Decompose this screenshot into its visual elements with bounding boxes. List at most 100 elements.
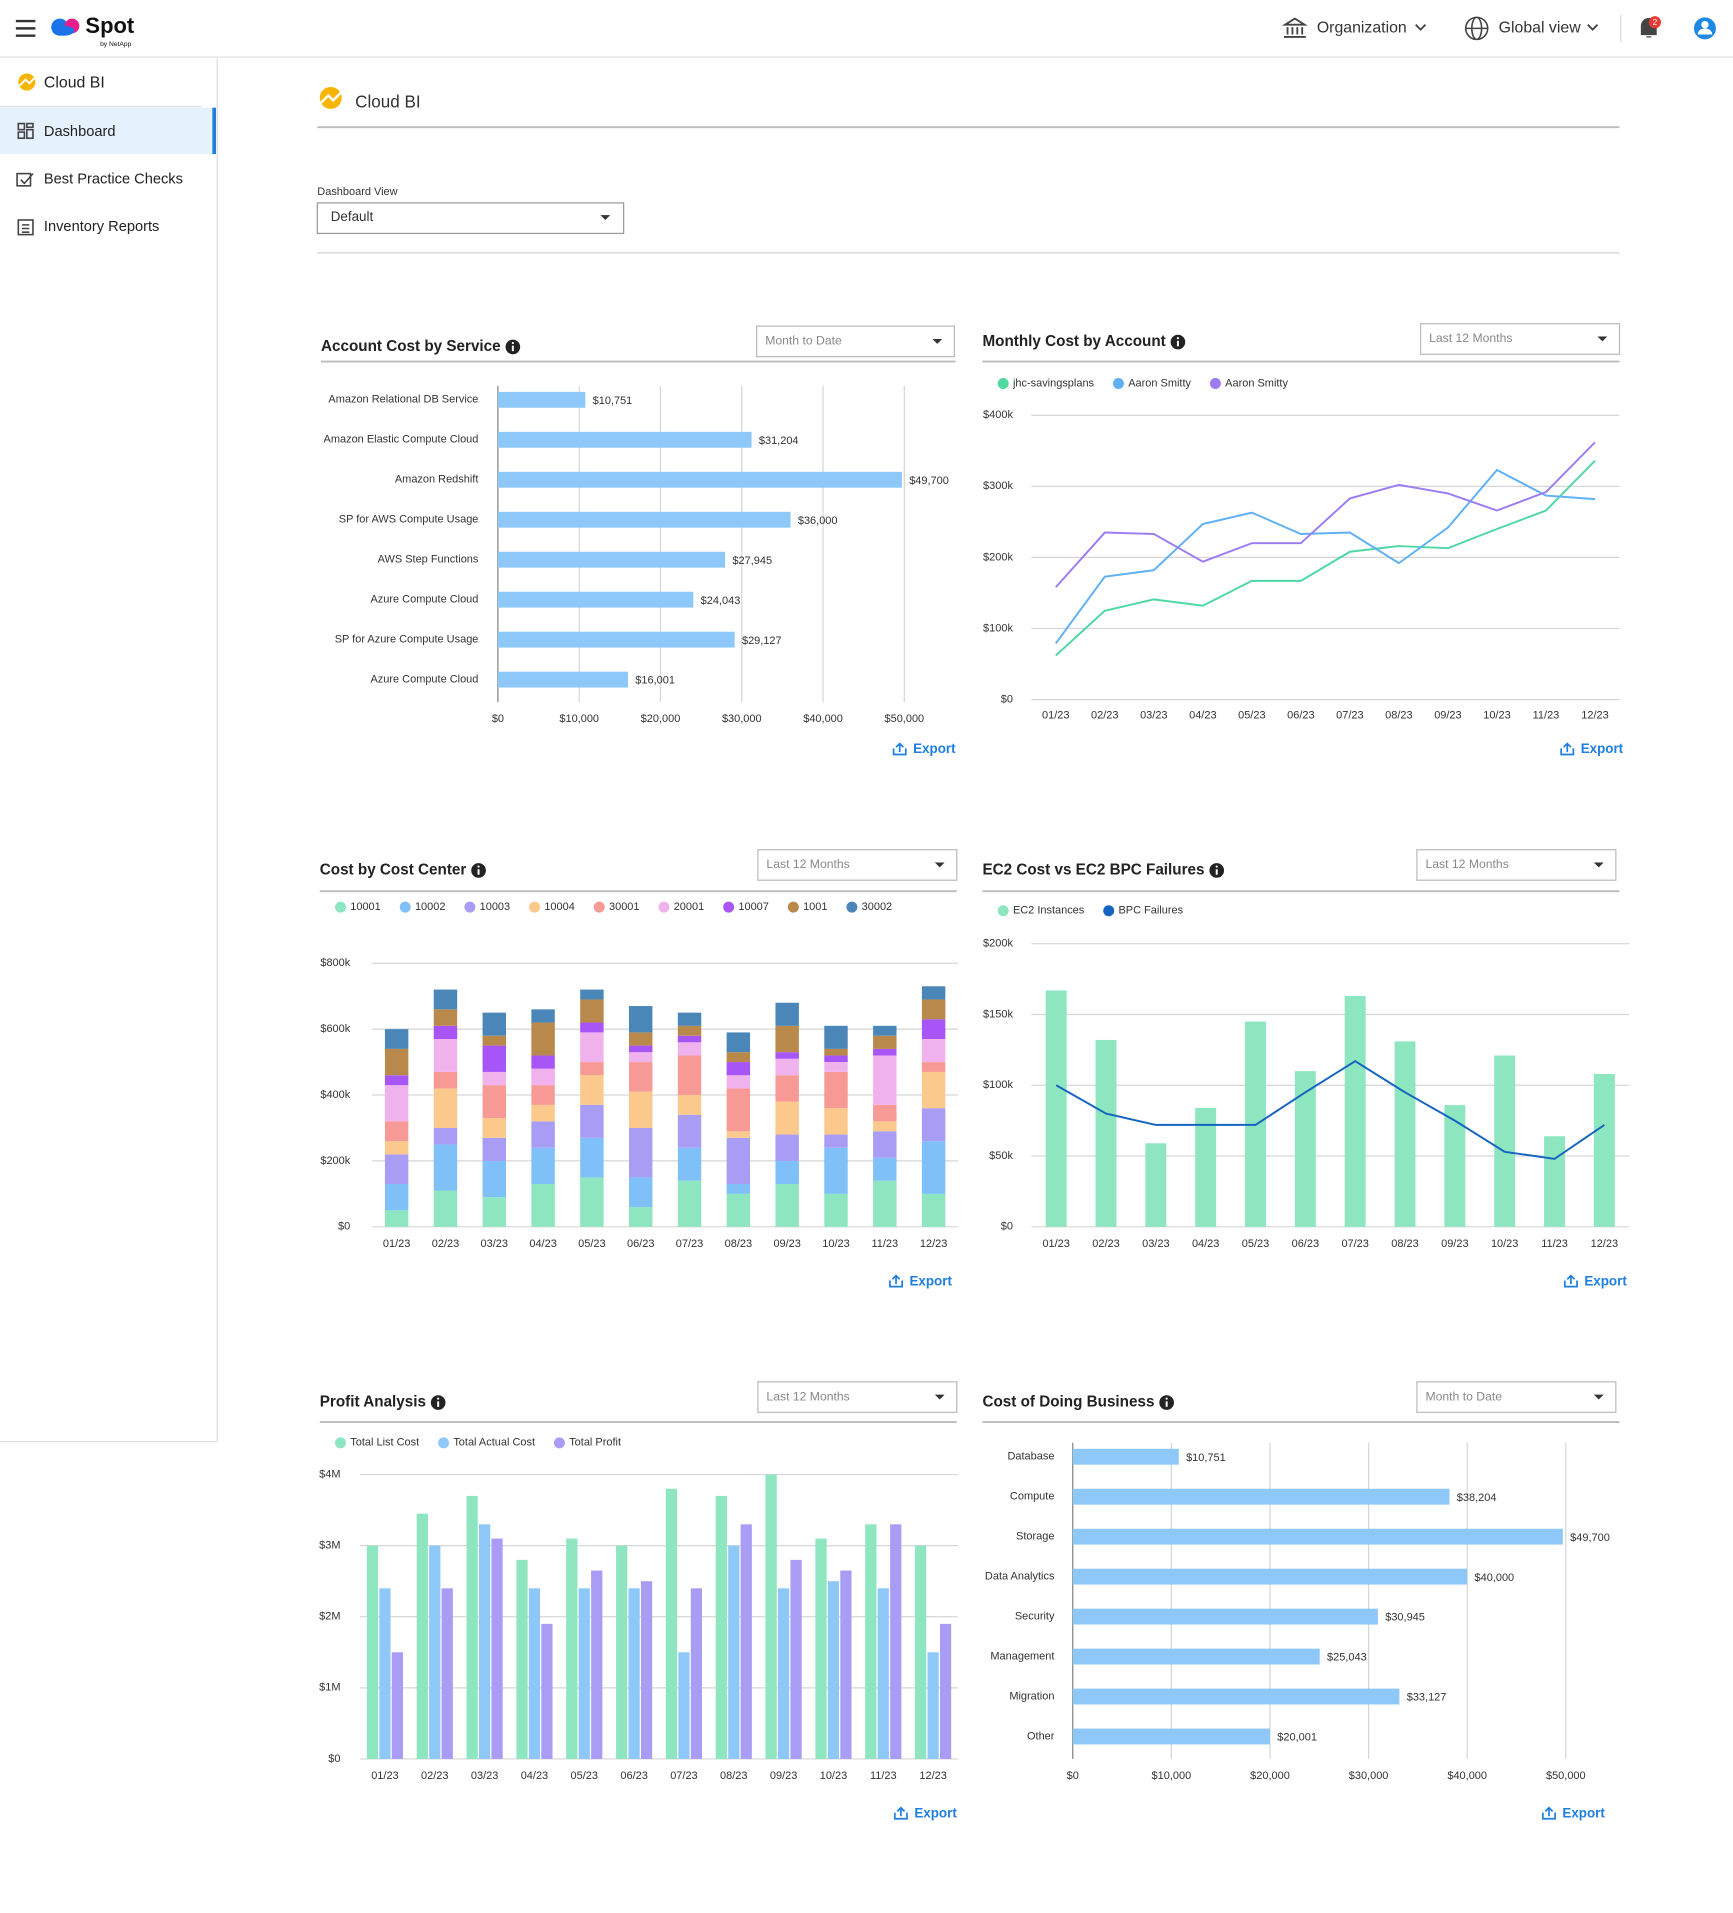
bar bbox=[497, 471, 902, 488]
bar bbox=[1045, 990, 1067, 1227]
bar-segment bbox=[873, 1035, 897, 1049]
x-tick-label: 02/23 bbox=[432, 1238, 459, 1250]
filter-select[interactable] bbox=[757, 849, 958, 881]
category-label: Azure Compute Cloud bbox=[370, 594, 478, 606]
y-tick-label: $400k bbox=[320, 1089, 350, 1101]
export-button[interactable]: Export bbox=[1584, 1273, 1627, 1288]
menu-button[interactable] bbox=[15, 19, 36, 37]
bar-segment bbox=[433, 1009, 458, 1026]
filter-select[interactable] bbox=[1416, 849, 1617, 881]
filter-select[interactable] bbox=[757, 1381, 958, 1413]
line bbox=[1055, 1060, 1605, 1160]
legend-swatch bbox=[335, 901, 346, 913]
bar bbox=[728, 1545, 740, 1759]
bar-segment bbox=[482, 1160, 506, 1198]
bar-segment bbox=[580, 999, 604, 1023]
bar bbox=[497, 671, 628, 688]
bar-segment bbox=[482, 1137, 506, 1161]
bar bbox=[1072, 1528, 1563, 1545]
page-title: Cloud BI bbox=[355, 92, 421, 111]
line bbox=[1055, 460, 1596, 657]
bar-segment bbox=[921, 999, 946, 1020]
x-tick-label: 04/23 bbox=[521, 1770, 548, 1782]
x-tick-label: 10/23 bbox=[820, 1770, 847, 1782]
x-tick-label: 11/23 bbox=[1541, 1238, 1568, 1250]
bar bbox=[690, 1588, 703, 1759]
category-label: SP for AWS Compute Usage bbox=[339, 514, 479, 526]
view-menu[interactable]: Global view bbox=[1499, 20, 1582, 37]
bar-segment bbox=[629, 1045, 653, 1053]
bar bbox=[665, 1488, 678, 1759]
user-button[interactable] bbox=[1693, 17, 1716, 40]
sidebar-section[interactable]: Cloud BI bbox=[44, 74, 105, 91]
export-icon bbox=[1563, 1274, 1578, 1288]
bar-segment bbox=[775, 1134, 799, 1161]
value-label: $49,700 bbox=[1570, 1532, 1610, 1544]
organization-menu[interactable]: Organization bbox=[1317, 20, 1407, 37]
bar-segment bbox=[824, 1147, 848, 1194]
category-label: Azure Compute Cloud bbox=[370, 674, 478, 686]
bar-segment bbox=[580, 989, 604, 1000]
y-tick-label: $200k bbox=[320, 1155, 350, 1167]
bar bbox=[765, 1474, 777, 1759]
x-tick-label: 09/23 bbox=[770, 1770, 797, 1782]
x-tick-label: 05/23 bbox=[571, 1770, 598, 1782]
filter-value: Last 12 Months bbox=[1429, 331, 1512, 345]
y-tick-label: $400k bbox=[983, 409, 1013, 421]
legend-swatch bbox=[658, 901, 670, 913]
bar-segment bbox=[531, 1068, 555, 1086]
export-button[interactable]: Export bbox=[909, 1273, 952, 1288]
bar-segment bbox=[677, 1147, 702, 1181]
chart-title: Account Cost by Service bbox=[321, 338, 501, 355]
bar bbox=[429, 1545, 441, 1759]
legend-swatch bbox=[464, 901, 476, 913]
bar-segment bbox=[677, 1095, 702, 1115]
bar-segment bbox=[482, 1035, 506, 1046]
filter-select[interactable] bbox=[1419, 323, 1621, 355]
bar-segment bbox=[629, 1091, 653, 1128]
bar-segment bbox=[921, 1193, 946, 1227]
x-tick-label: 07/23 bbox=[1336, 709, 1363, 721]
bar-segment bbox=[873, 1131, 897, 1158]
legend-swatch bbox=[1209, 378, 1221, 390]
bar bbox=[416, 1513, 428, 1759]
view-select[interactable] bbox=[316, 202, 625, 235]
x-tick-label: 08/23 bbox=[725, 1238, 752, 1250]
cloud-bi-icon-mark bbox=[18, 76, 37, 87]
export-button[interactable]: Export bbox=[914, 1805, 957, 1820]
x-tick-label: 04/23 bbox=[1189, 709, 1216, 721]
bar bbox=[890, 1524, 902, 1759]
y-tick-label: $600k bbox=[320, 1023, 350, 1035]
bar-segment bbox=[726, 1131, 751, 1138]
bar bbox=[827, 1581, 840, 1759]
view-label: Dashboard View bbox=[317, 186, 397, 198]
export-button[interactable]: Export bbox=[913, 741, 956, 756]
filter-select[interactable] bbox=[756, 325, 955, 358]
value-label: $49,700 bbox=[909, 475, 949, 487]
bar bbox=[865, 1524, 877, 1759]
legend-label: Total List Cost bbox=[350, 1437, 419, 1449]
export-button[interactable]: Export bbox=[1562, 1805, 1605, 1820]
x-tick-label: $30,000 bbox=[1349, 1770, 1389, 1782]
x-tick-label: 09/23 bbox=[1441, 1238, 1468, 1250]
nav-item[interactable]: Inventory Reports bbox=[44, 219, 159, 235]
info-icon-dot bbox=[437, 1397, 440, 1400]
export-button[interactable]: Export bbox=[1581, 741, 1624, 756]
bar-segment bbox=[775, 1101, 799, 1135]
nav-item[interactable]: Dashboard bbox=[44, 124, 116, 140]
bar-segment bbox=[629, 1207, 653, 1227]
x-tick-label: 10/23 bbox=[822, 1238, 849, 1250]
x-tick-label: 03/23 bbox=[1142, 1238, 1169, 1250]
x-tick-label: $30,000 bbox=[722, 713, 762, 725]
bar-segment bbox=[873, 1048, 897, 1056]
bar-segment bbox=[775, 1160, 799, 1184]
bar bbox=[591, 1570, 603, 1759]
value-label: $29,127 bbox=[742, 635, 782, 647]
y-tick-label: $200k bbox=[983, 551, 1013, 563]
category-label: Amazon Redshift bbox=[395, 474, 479, 486]
nav-item[interactable]: Best Practice Checks bbox=[44, 172, 183, 188]
legend-swatch bbox=[723, 901, 735, 913]
filter-select[interactable] bbox=[1416, 1381, 1617, 1413]
bar bbox=[1072, 1568, 1468, 1585]
legend-label: 30001 bbox=[609, 901, 640, 913]
